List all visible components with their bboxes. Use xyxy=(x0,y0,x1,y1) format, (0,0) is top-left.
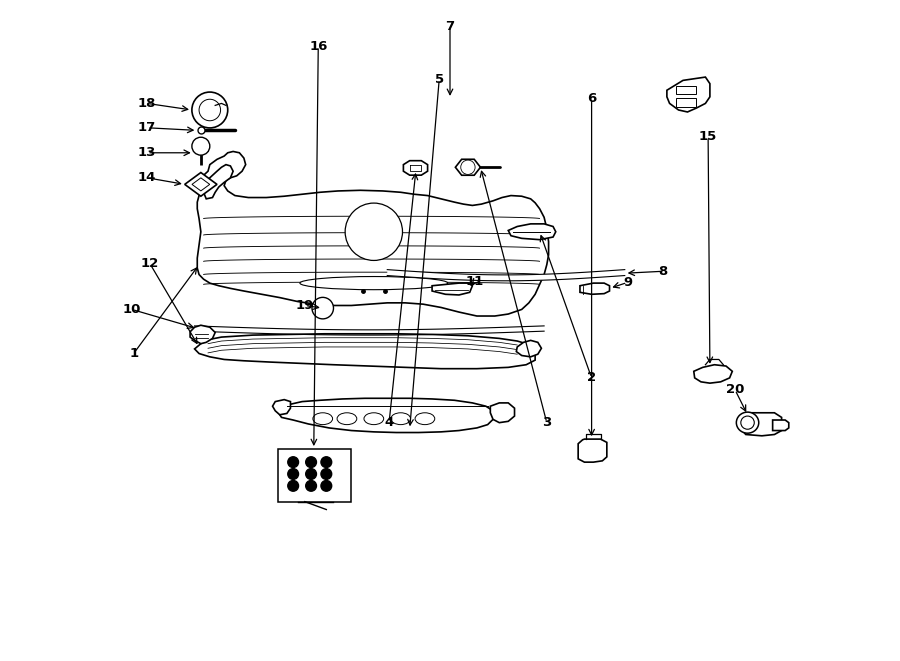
Polygon shape xyxy=(184,173,217,196)
Circle shape xyxy=(321,457,332,467)
Polygon shape xyxy=(192,178,210,191)
Text: 16: 16 xyxy=(309,40,328,53)
Polygon shape xyxy=(508,224,556,240)
Text: 4: 4 xyxy=(384,416,393,429)
Polygon shape xyxy=(197,151,549,316)
Ellipse shape xyxy=(313,412,333,424)
Polygon shape xyxy=(194,98,226,116)
Polygon shape xyxy=(772,420,788,430)
Circle shape xyxy=(199,99,220,121)
Ellipse shape xyxy=(741,416,754,429)
Circle shape xyxy=(345,203,402,260)
Polygon shape xyxy=(190,325,215,344)
Circle shape xyxy=(461,160,475,175)
Circle shape xyxy=(288,469,299,479)
Polygon shape xyxy=(455,159,481,175)
Circle shape xyxy=(312,297,334,319)
Text: 7: 7 xyxy=(446,20,454,33)
Ellipse shape xyxy=(300,276,448,290)
Circle shape xyxy=(321,469,332,479)
Bar xyxy=(676,98,696,106)
Text: 8: 8 xyxy=(659,265,668,278)
Text: 2: 2 xyxy=(587,371,596,385)
Bar xyxy=(278,449,351,502)
Circle shape xyxy=(306,481,317,491)
Text: 13: 13 xyxy=(138,146,157,159)
Text: 11: 11 xyxy=(466,274,484,288)
Text: 20: 20 xyxy=(725,383,744,396)
Text: 15: 15 xyxy=(699,130,717,143)
Ellipse shape xyxy=(736,412,759,433)
Polygon shape xyxy=(203,165,233,199)
Ellipse shape xyxy=(338,412,356,424)
Text: 5: 5 xyxy=(435,73,444,85)
Polygon shape xyxy=(280,399,493,432)
Circle shape xyxy=(192,92,228,128)
Polygon shape xyxy=(491,403,515,422)
Bar xyxy=(676,86,696,95)
Circle shape xyxy=(192,137,210,155)
Polygon shape xyxy=(694,365,733,383)
Circle shape xyxy=(288,457,299,467)
Polygon shape xyxy=(194,326,544,335)
Polygon shape xyxy=(578,439,607,462)
Ellipse shape xyxy=(364,412,383,424)
Polygon shape xyxy=(580,283,609,294)
Text: 17: 17 xyxy=(138,121,157,134)
Polygon shape xyxy=(273,400,291,414)
Polygon shape xyxy=(742,412,781,436)
Circle shape xyxy=(321,481,332,491)
Polygon shape xyxy=(667,77,710,112)
Text: 9: 9 xyxy=(623,276,632,289)
Polygon shape xyxy=(387,270,625,281)
Text: 6: 6 xyxy=(587,93,596,105)
Polygon shape xyxy=(403,161,427,175)
Circle shape xyxy=(306,469,317,479)
Text: 12: 12 xyxy=(140,257,159,270)
Circle shape xyxy=(288,481,299,491)
Text: 14: 14 xyxy=(138,171,157,184)
Text: 18: 18 xyxy=(138,97,157,110)
Ellipse shape xyxy=(415,412,435,424)
Polygon shape xyxy=(194,334,536,369)
Polygon shape xyxy=(432,283,473,295)
Text: 3: 3 xyxy=(542,416,552,429)
Text: 1: 1 xyxy=(129,347,139,360)
Text: 10: 10 xyxy=(122,303,141,316)
Circle shape xyxy=(306,457,317,467)
Polygon shape xyxy=(517,340,542,357)
Ellipse shape xyxy=(391,412,410,424)
Text: 19: 19 xyxy=(296,299,314,312)
